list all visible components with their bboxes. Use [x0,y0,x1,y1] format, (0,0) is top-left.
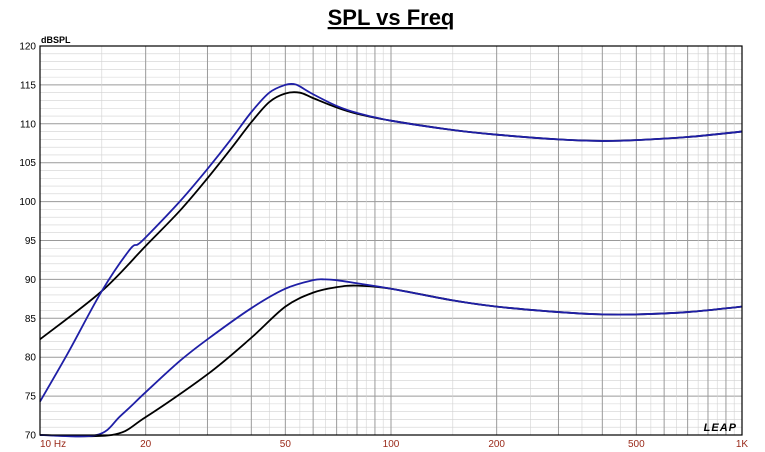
y-tick-label: 70 [25,431,37,442]
x-tick-label: 100 [383,439,400,450]
spl-curve-2 [39,82,743,402]
spl-curve-4 [39,278,743,438]
y-tick-label: 75 [25,392,37,403]
y-tick-label: 105 [19,158,36,169]
x-tick-label: 10 Hz [40,439,66,450]
tick-labels: 70 75 80 85 90 95 100 105 110 115 120 10 Hz 20 50 100 2… [19,42,748,451]
y-tick-label: 115 [20,80,36,91]
y-tick-label: 110 [20,119,36,130]
y-tick-label: 100 [19,197,36,208]
leap-logo: LEAP [704,422,737,434]
y-tick-label: 120 [19,42,36,53]
plot-frame [39,45,743,436]
x-tick-label: 20 [140,439,152,450]
x-tick-label: 50 [280,439,292,450]
y-tick-label: 95 [25,236,37,247]
y-axis-label: dBSPL [41,35,71,45]
x-tick-label: 1K [736,439,749,450]
x-tick-label: 500 [628,439,645,450]
x-tick-label: 200 [488,439,505,450]
plot-grid [39,45,742,436]
y-tick-label: 80 [25,353,37,364]
chart-title: SPL vs Freq [328,5,455,30]
y-tick-label: 85 [25,314,37,325]
curves [39,82,743,438]
y-tick-label: 90 [25,275,37,286]
